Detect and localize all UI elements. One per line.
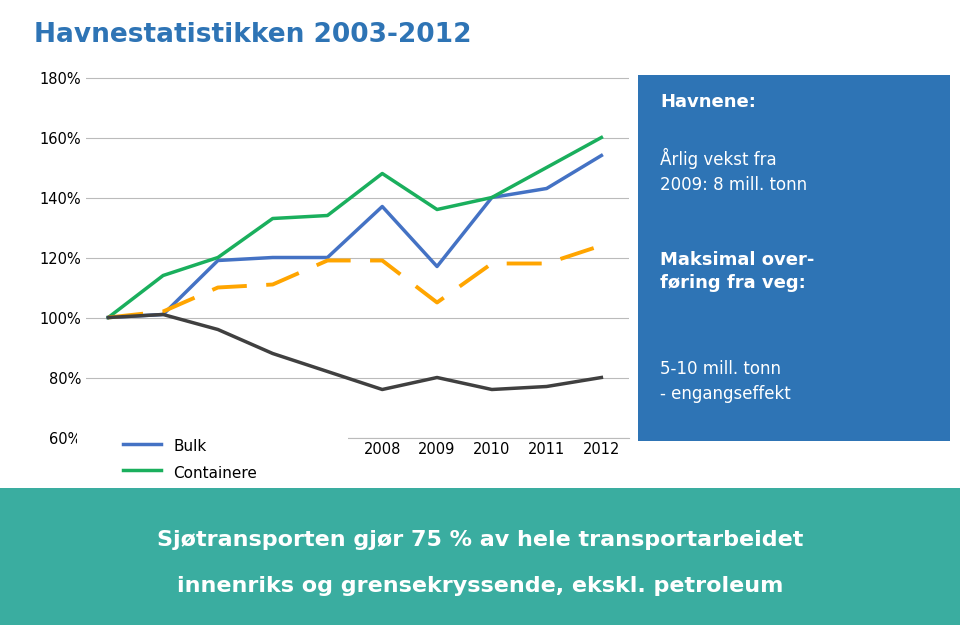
Text: Sjøtransporten gjør 75 % av hele transportarbeidet: Sjøtransporten gjør 75 % av hele transpo…: [156, 530, 804, 550]
Text: 5-10 mill. tonn
- engangseffekt: 5-10 mill. tonn - engangseffekt: [660, 360, 791, 403]
Text: Maksimal over-
føring fra veg:: Maksimal over- føring fra veg:: [660, 251, 815, 292]
Text: Havnestatistikken 2003-2012: Havnestatistikken 2003-2012: [34, 22, 471, 48]
Legend: Bulk, Containere: Bulk, Containere: [117, 431, 263, 488]
Text: Havnene:: Havnene:: [660, 93, 756, 111]
Text: innenriks og grensekryssende, ekskl. petroleum: innenriks og grensekryssende, ekskl. pet…: [177, 576, 783, 596]
Text: Årlig vekst fra
2009: 8 mill. tonn: Årlig vekst fra 2009: 8 mill. tonn: [660, 148, 807, 194]
